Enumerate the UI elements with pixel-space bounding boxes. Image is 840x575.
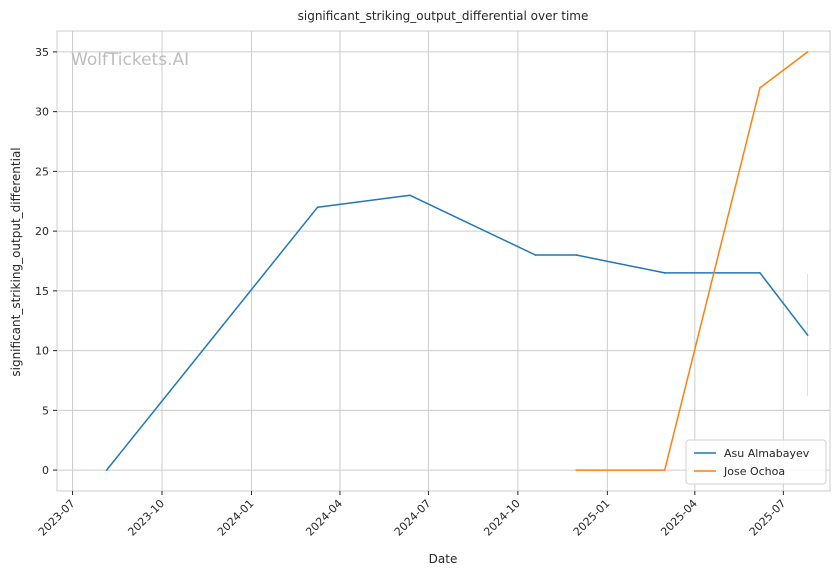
x-tick-label: 2024-10 xyxy=(481,497,523,539)
chart-title: significant_striking_output_differential… xyxy=(298,9,589,23)
y-axis: 0 5 10 15 20 25 30 35 xyxy=(35,46,57,477)
legend-entry: Jose Ochoa xyxy=(723,465,785,478)
y-tick-label: 20 xyxy=(35,225,49,238)
legend-entry: Asu Almabayev xyxy=(724,447,810,460)
series-line-jose-ochoa xyxy=(576,51,809,471)
watermark: WolfTickets.AI xyxy=(71,50,189,70)
legend: Asu Almabayev Jose Ochoa xyxy=(685,439,827,485)
grid xyxy=(57,31,830,491)
data-point-asu-almabayev xyxy=(759,272,761,274)
x-tick-label: 2025-07 xyxy=(747,497,789,539)
x-tick-label: 2023-07 xyxy=(36,497,78,539)
data-point-jose-ochoa xyxy=(806,51,809,53)
series-line-asu-almabayev xyxy=(106,194,809,471)
y-tick-label: 35 xyxy=(35,46,49,59)
plot-area xyxy=(56,30,831,492)
y-tick-label: 30 xyxy=(35,106,49,119)
y-tick-label: 15 xyxy=(35,285,49,298)
y-tick-label: 25 xyxy=(35,165,49,178)
x-tick-label: 2024-04 xyxy=(303,497,345,539)
x-tick-label: 2023-10 xyxy=(125,497,167,539)
data-point-asu-almabayev xyxy=(575,254,578,256)
data-point-asu-almabayev xyxy=(409,194,411,197)
y-tick-label: 0 xyxy=(42,464,49,477)
x-tick-label: 2024-07 xyxy=(392,497,434,539)
legend-box xyxy=(685,439,827,485)
x-axis-label: Date xyxy=(429,552,458,566)
data-point-jose-ochoa xyxy=(759,86,761,89)
data-point-asu-almabayev xyxy=(105,469,108,471)
data-point-asu-almabayev xyxy=(534,254,537,256)
y-tick-label: 10 xyxy=(35,345,49,358)
y-axis-label: significant_striking_output_differential xyxy=(9,147,23,376)
y-tick-label: 5 xyxy=(42,404,49,417)
x-axis: 2023-07 2023-10 2024-01 2024-04 2024-07 2024-… xyxy=(36,491,788,539)
x-tick-label: 2025-04 xyxy=(658,497,700,539)
data-point-jose-ochoa xyxy=(575,469,578,471)
series-layer xyxy=(105,51,809,471)
x-tick-label: 2025-01 xyxy=(571,497,613,539)
x-tick-label: 2024-01 xyxy=(215,497,257,539)
data-point-asu-almabayev xyxy=(316,206,319,209)
data-point-jose-ochoa xyxy=(663,469,666,471)
data-point-asu-almabayev xyxy=(663,272,666,274)
data-point-asu-almabayev xyxy=(806,334,809,336)
